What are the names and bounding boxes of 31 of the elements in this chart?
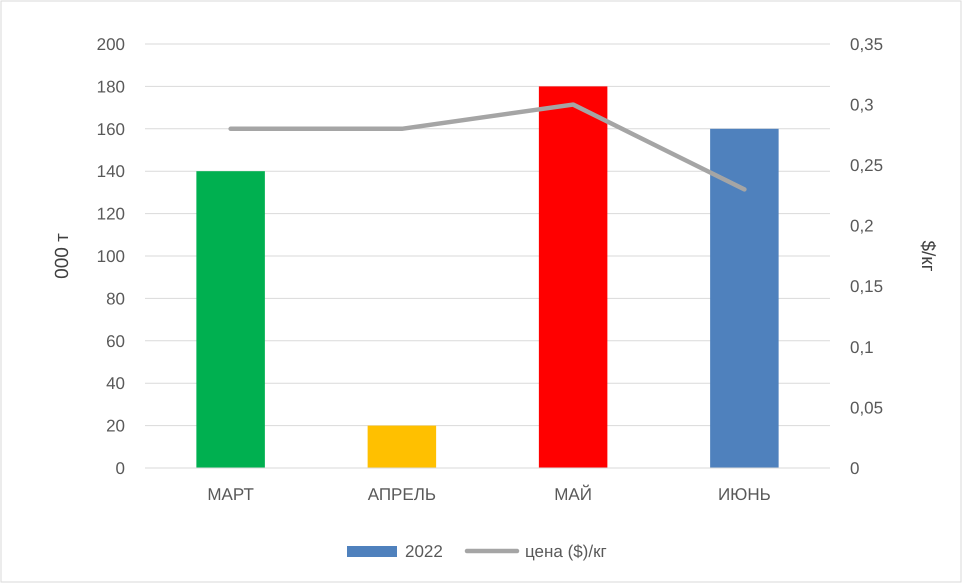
y2-axis-title: $/кг [917, 240, 938, 272]
y2-tick-label: 0,2 [850, 216, 874, 236]
y-tick-label: 80 [106, 289, 125, 308]
y2-tick-label: 0 [850, 458, 860, 478]
x-tick-label: АПРЕЛЬ [368, 485, 436, 504]
x-tick-label: МАЙ [554, 484, 592, 504]
y2-tick-label: 0,15 [850, 277, 884, 296]
y-tick-label: 200 [96, 34, 125, 54]
bar [538, 86, 608, 468]
y2-tick-label: 0,3 [850, 96, 874, 115]
y-tick-label: 100 [96, 246, 125, 266]
x-tick-label: МАРТ [207, 485, 254, 504]
y2-tick-label: 0,05 [850, 398, 884, 418]
bar [196, 171, 265, 468]
bar [368, 426, 436, 468]
y-tick-label: 40 [106, 374, 125, 394]
legend-label: цена ($)/кг [525, 542, 607, 561]
y-tick-label: 140 [96, 162, 125, 182]
y-axis-title: 000 т [52, 232, 73, 279]
y-tick-label: 120 [96, 204, 125, 224]
legend-label: 2022 [405, 542, 443, 561]
bar [710, 128, 779, 468]
y-tick-label: 20 [106, 416, 125, 436]
x-tick-label: ИЮНЬ [718, 485, 771, 504]
y2-tick-label: 0,35 [850, 34, 884, 54]
y-tick-label: 160 [96, 120, 125, 139]
y-tick-label: 60 [106, 332, 125, 351]
y2-tick-label: 0,1 [850, 338, 874, 357]
y-tick-label: 0 [116, 458, 125, 478]
y2-tick-label: 0,25 [850, 156, 884, 176]
y-tick-label: 180 [96, 77, 125, 96]
